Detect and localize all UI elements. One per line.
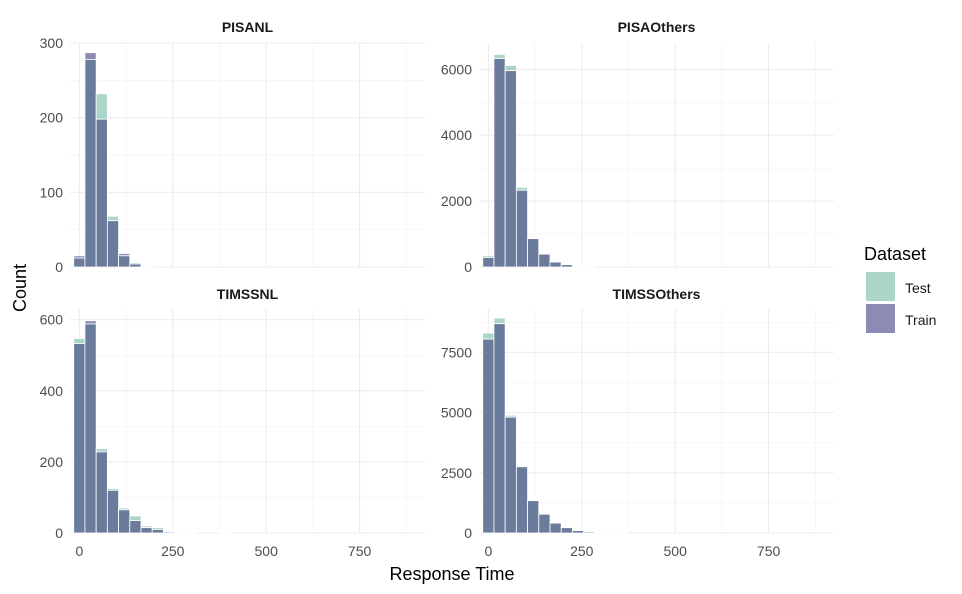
histogram-bar-test (504, 65, 517, 72)
histogram-bar-overlap (572, 530, 585, 534)
histogram-bar-overlap (118, 255, 131, 268)
y-tick-label: 100 (40, 184, 64, 200)
histogram-bar-overlap (482, 338, 495, 534)
y-tick-label: 600 (40, 312, 64, 328)
panel-timssothers: TIMSSOthers 0 2500 5000 7500 0 250 500 750 (441, 286, 834, 559)
histogram-bar-overlap (549, 261, 562, 268)
x-tick-label: 500 (664, 543, 688, 559)
histogram-bar-overlap (95, 118, 108, 268)
x-tick-label: 750 (348, 543, 372, 559)
x-tick-label: 500 (255, 543, 279, 559)
histogram-bar-overlap (504, 70, 517, 268)
x-tick-label: 0 (484, 543, 492, 559)
histogram-bar-overlap (84, 323, 97, 534)
histogram-bar-overlap (515, 466, 528, 534)
histogram-bar-overlap (504, 416, 517, 534)
legend-key-test (866, 272, 895, 301)
histogram-bar-overlap (106, 489, 119, 534)
histogram-bar-overlap (549, 522, 562, 534)
histogram-bar-overlap (73, 257, 86, 268)
histogram-bar-overlap (129, 520, 142, 534)
y-tick-label: 300 (40, 35, 64, 51)
panel-strip-title: TIMSSOthers (613, 286, 701, 302)
y-tick-label: 2000 (441, 193, 472, 209)
y-tick-label: 0 (55, 259, 63, 275)
histogram-bar-overlap (527, 238, 540, 268)
histogram-bar-overlap (140, 265, 153, 268)
x-tick-label: 750 (757, 543, 781, 559)
histogram-bar-test (515, 186, 528, 191)
histogram-bar-test (95, 93, 108, 120)
histogram-bar-overlap (95, 451, 108, 534)
panel-strip-title: PISANL (222, 19, 274, 35)
x-tick-label: 250 (570, 543, 594, 559)
y-tick-label: 0 (464, 259, 472, 275)
legend-label-test: Test (905, 280, 931, 296)
histogram-bar-overlap (538, 513, 551, 534)
histogram-bar-test (493, 317, 506, 325)
histogram-bar-overlap (151, 529, 164, 534)
histogram-bar-overlap (515, 189, 528, 268)
histogram-bar-test (106, 215, 119, 222)
legend-key-train (866, 304, 895, 333)
x-tick-label: 250 (161, 543, 185, 559)
legend: Dataset Test Train (864, 244, 936, 333)
panel-strip-title: TIMSSNL (217, 286, 279, 302)
histogram-bar-train (84, 52, 97, 60)
panel-timssnl: TIMSSNL 0 200 400 600 0 250 500 750 (40, 286, 425, 559)
histogram-bar-test (129, 515, 142, 521)
histogram-bar-test (95, 448, 108, 453)
histogram-bar-overlap (106, 220, 119, 268)
panel-group: PISANL0100200300PISAOthers0200040006000T… (40, 19, 834, 559)
y-tick-label: 2500 (441, 465, 472, 481)
panel-pisaothers: PISAOthers 0 2000 4000 6000 (441, 19, 834, 275)
histogram-bar-overlap (482, 257, 495, 268)
y-tick-label: 5000 (441, 405, 472, 421)
histogram-bar-test (482, 332, 495, 340)
histogram-bar-overlap (493, 323, 506, 534)
histogram-bar-test (493, 54, 506, 59)
histogram-bar-overlap (560, 264, 573, 268)
y-axis-title: Count (10, 264, 30, 312)
histogram-bar-overlap (572, 265, 585, 268)
histogram-bar-overlap (140, 527, 153, 534)
histogram-bar-overlap (84, 59, 97, 268)
x-axis-title: Response Time (389, 564, 514, 584)
histogram-bar-overlap (527, 500, 540, 534)
y-tick-label: 200 (40, 110, 64, 126)
y-tick-label: 0 (464, 525, 472, 541)
histogram-bar-train (84, 320, 97, 325)
panel-pisanl: PISANL 0 100 200 300 (40, 19, 425, 275)
y-tick-label: 6000 (441, 61, 472, 77)
y-tick-label: 0 (55, 525, 63, 541)
y-tick-label: 7500 (441, 344, 472, 360)
y-tick-label: 4000 (441, 127, 472, 143)
histogram-bar-overlap (493, 58, 506, 268)
histogram-bar-overlap (560, 527, 573, 534)
histogram-bar-test (73, 338, 86, 344)
histogram-bar-overlap (538, 253, 551, 268)
legend-label-train: Train (905, 312, 936, 328)
legend-title: Dataset (864, 244, 926, 264)
y-tick-label: 200 (40, 454, 64, 470)
histogram-bar-overlap (583, 531, 596, 534)
y-tick-label: 400 (40, 383, 64, 399)
panel-strip-title: PISAOthers (618, 19, 696, 35)
x-tick-label: 0 (75, 543, 83, 559)
histogram-bar-overlap (129, 263, 142, 268)
histogram-bar-overlap (163, 531, 176, 534)
histogram-bar-overlap (73, 343, 86, 534)
histogram-bar-overlap (118, 509, 131, 534)
